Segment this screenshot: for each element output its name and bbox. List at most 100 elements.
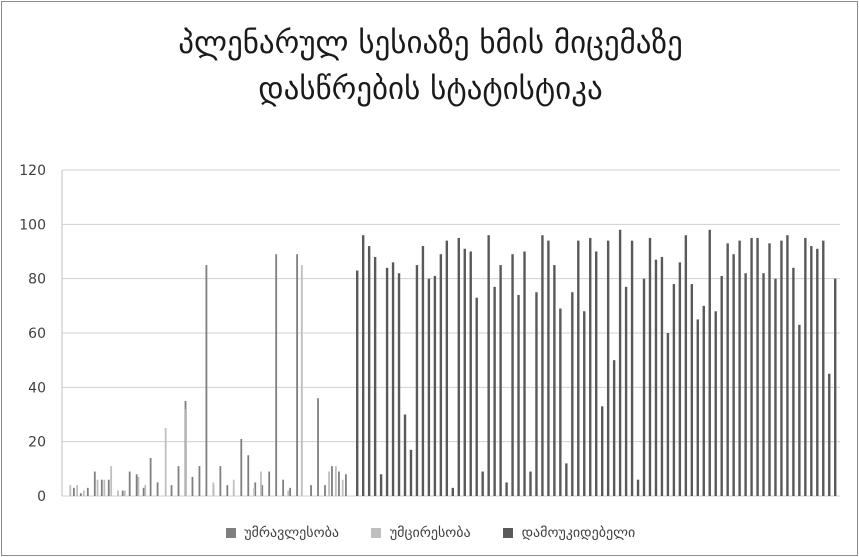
bar-majority — [128, 471, 131, 496]
bar-majority — [282, 479, 285, 496]
bar-minority — [341, 479, 344, 496]
bar-independent — [367, 246, 371, 496]
bar-independent — [457, 237, 460, 497]
bar-independent — [433, 275, 437, 496]
bar-majority — [86, 487, 89, 496]
bar-majority — [170, 485, 173, 496]
bar-majority — [296, 254, 298, 496]
bar-independent — [427, 278, 431, 496]
chart-title-line-1: პლენარულ სესიაზე ხმის მიცემაზე — [178, 25, 683, 61]
bar-independent — [612, 360, 616, 496]
bar-independent — [517, 294, 520, 496]
bar-majority — [177, 466, 180, 496]
bar-minority — [253, 487, 256, 496]
bar-independent — [774, 278, 777, 496]
bar-independent — [421, 246, 425, 496]
bar-minority — [287, 490, 290, 496]
bar-majority — [198, 466, 201, 496]
bar-independent — [397, 273, 401, 496]
bar-independent — [750, 237, 753, 497]
bar-independent — [756, 237, 759, 497]
bar-independent — [541, 235, 544, 496]
bar-independent — [385, 267, 389, 496]
bar-majority — [261, 485, 264, 496]
bar-independent — [792, 267, 795, 496]
chart-title-line-2: დასწრების სტატისტიკა — [258, 71, 603, 107]
bar-minority — [137, 476, 140, 496]
bar-independent — [606, 240, 610, 496]
bar-minority — [300, 265, 303, 496]
bar-independent — [589, 237, 592, 497]
bar-majority — [100, 479, 103, 496]
bar-independent — [798, 324, 801, 496]
legend-swatch-independent — [503, 528, 514, 538]
bar-minority — [69, 485, 72, 496]
bar-independent — [571, 292, 574, 496]
bar-independent — [828, 373, 831, 496]
bar-independent — [379, 474, 383, 496]
bar-majority — [135, 474, 138, 496]
bar-independent — [636, 479, 640, 496]
bar-independent — [714, 311, 717, 496]
bar-majority — [268, 471, 271, 496]
bar-independent — [403, 414, 407, 496]
y-tick-label: 80 — [28, 272, 46, 288]
bar-independent — [415, 265, 419, 496]
y-tick-label: 0 — [37, 489, 46, 505]
bar-independent — [481, 471, 484, 496]
bar-independent — [511, 254, 514, 496]
bar-majority — [72, 487, 75, 496]
bar-majority — [149, 457, 152, 496]
bar-independent — [768, 243, 771, 496]
bar-independent — [505, 482, 508, 496]
y-tick-label: 120 — [19, 163, 46, 179]
legend-item-majority: უმრავლესობა — [225, 525, 339, 541]
legend-item-minority: უმცირესობა — [371, 525, 471, 541]
bar-independent — [600, 406, 604, 496]
bar-independent — [744, 273, 747, 496]
bar-independent — [624, 286, 628, 496]
bar-independent — [762, 273, 765, 496]
bar-minority — [328, 471, 330, 496]
bar-independent — [678, 262, 682, 496]
bar-majority — [338, 471, 340, 496]
legend-label-minority: უმცირესობა — [389, 525, 471, 541]
bar-majority — [226, 485, 229, 496]
bar-independent — [684, 235, 688, 496]
bar-majority — [289, 487, 292, 496]
bar-minority — [144, 485, 147, 496]
bar-majority — [324, 485, 326, 496]
legend-swatch-minority — [371, 528, 382, 538]
bar-independent — [553, 265, 556, 496]
bar-majority — [219, 466, 222, 496]
bar-independent — [726, 243, 729, 496]
y-tick-label: 40 — [28, 380, 46, 396]
y-tick-label: 60 — [28, 326, 46, 342]
y-tick-label: 20 — [28, 435, 46, 451]
bar-independent — [786, 235, 789, 496]
bar-majority — [142, 487, 145, 496]
chart-title: პლენარულ სესიაზე ხმის მიცემაზე დასწრების… — [2, 20, 859, 112]
bar-independent — [577, 240, 580, 496]
y-axis-ticks: 0 20 40 60 80 100 120 — [19, 163, 46, 505]
bar-independent — [810, 246, 813, 496]
bar-majority — [275, 254, 278, 496]
bar-majority — [79, 493, 82, 496]
bar-minority — [117, 490, 119, 496]
bar-independent — [804, 237, 807, 497]
bar-independent — [463, 248, 466, 496]
bar-independent — [654, 259, 658, 496]
bar-minority — [83, 490, 85, 496]
bar-independent — [660, 256, 664, 496]
gridlines — [61, 169, 840, 497]
bar-independent — [822, 240, 825, 496]
bar-majority — [310, 485, 312, 496]
bar-minority — [110, 466, 113, 496]
bar-minority — [185, 409, 187, 496]
bar-independent — [535, 292, 538, 496]
bar-independent — [409, 449, 413, 496]
bar-independent — [738, 240, 741, 496]
bar-independent — [618, 229, 622, 496]
bar-independent — [630, 240, 634, 496]
